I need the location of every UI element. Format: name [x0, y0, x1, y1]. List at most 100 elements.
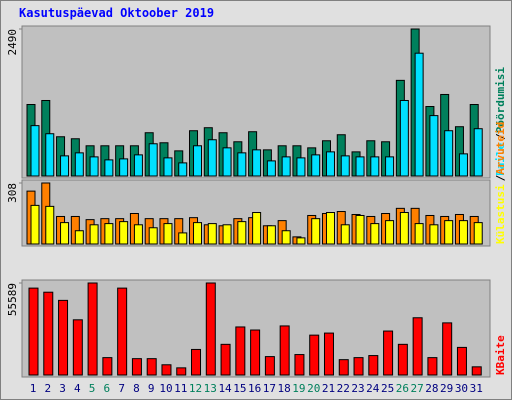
bar	[323, 332, 334, 376]
bar	[207, 139, 217, 177]
x-tick-label: 15	[233, 382, 246, 395]
bar	[325, 212, 335, 245]
bar	[191, 348, 202, 376]
bar	[456, 346, 467, 376]
bar	[163, 157, 173, 177]
x-tick-label: 7	[118, 382, 125, 395]
bar	[442, 322, 453, 376]
bar	[30, 204, 40, 245]
legend: Külastusi /Arvuteid	[494, 122, 507, 244]
bar	[222, 224, 232, 245]
bar	[58, 299, 69, 376]
bar	[178, 232, 188, 245]
bar	[28, 287, 39, 376]
bar	[383, 330, 394, 376]
bar	[119, 221, 129, 245]
x-tick-label: 3	[59, 382, 66, 395]
x-tick-label: 2	[44, 382, 51, 395]
bar	[397, 343, 408, 376]
bar	[176, 367, 187, 376]
bar	[458, 220, 468, 245]
bar	[296, 237, 306, 245]
bar	[311, 218, 321, 245]
legend-entry: Külastusi	[494, 184, 507, 244]
bar	[473, 128, 483, 177]
bar	[296, 157, 306, 177]
x-tick-label: 4	[74, 382, 81, 395]
bar	[412, 317, 423, 376]
bar	[325, 151, 335, 177]
bar	[340, 224, 350, 245]
bar	[444, 130, 454, 177]
x-tick-label: 25	[381, 382, 394, 395]
bar	[444, 220, 454, 245]
bar	[74, 152, 84, 177]
bar	[161, 364, 172, 376]
bar	[117, 287, 128, 376]
bar	[60, 155, 70, 177]
bar	[205, 282, 216, 376]
bar	[338, 359, 349, 376]
y-tick-label: 308	[6, 183, 19, 203]
x-tick-label: 24	[366, 382, 380, 395]
bar	[458, 153, 468, 177]
x-tick-label: 26	[396, 382, 409, 395]
bar	[294, 354, 305, 376]
legend-entry: Faile	[494, 143, 507, 176]
bar	[133, 154, 143, 177]
bar	[163, 223, 173, 245]
x-tick-label: 13	[204, 382, 217, 395]
bar	[250, 329, 261, 376]
bar	[74, 230, 84, 245]
bar	[429, 224, 439, 245]
x-tick-label: 22	[337, 382, 350, 395]
bar	[414, 52, 424, 177]
bar	[235, 326, 246, 376]
x-tick-label: 31	[470, 382, 483, 395]
bar	[370, 156, 380, 177]
legend-separator: /	[494, 174, 507, 181]
x-tick-label: 6	[104, 382, 111, 395]
bar	[252, 149, 262, 177]
bar	[370, 223, 380, 245]
bar	[368, 355, 379, 376]
x-tick-label: 27	[411, 382, 424, 395]
bar	[266, 160, 276, 177]
legend-entry: KBaite	[494, 335, 507, 375]
bar	[220, 343, 231, 376]
x-tick-label: 23	[351, 382, 364, 395]
bar	[385, 220, 395, 245]
x-tick-label: 16	[248, 382, 261, 395]
bar	[89, 156, 99, 177]
bar	[309, 334, 320, 376]
y-tick-label: 2490	[6, 29, 19, 56]
bar	[119, 158, 129, 177]
bar	[193, 222, 203, 245]
bar	[471, 366, 482, 376]
bar	[222, 147, 232, 177]
bar	[45, 205, 55, 245]
bar	[178, 162, 188, 177]
legend-entry: Arvuteid	[494, 122, 507, 175]
x-tick-label: 21	[322, 382, 335, 395]
bar	[89, 224, 99, 245]
bar	[104, 159, 114, 177]
x-tick-label: 18	[278, 382, 291, 395]
x-tick-label: 14	[218, 382, 232, 395]
bar	[311, 154, 321, 177]
bar	[30, 125, 40, 177]
x-tick-label: 10	[159, 382, 172, 395]
bar	[104, 223, 114, 245]
bar	[87, 282, 98, 376]
bar	[281, 156, 291, 177]
bar	[473, 222, 483, 245]
y-tick-label: 55589	[6, 283, 19, 316]
bar	[355, 156, 365, 177]
x-tick-label: 1	[30, 382, 37, 395]
bar	[281, 230, 291, 245]
bar	[207, 223, 217, 245]
x-tick-label: 9	[148, 382, 155, 395]
bar	[237, 152, 247, 177]
x-tick-label: 12	[189, 382, 202, 395]
